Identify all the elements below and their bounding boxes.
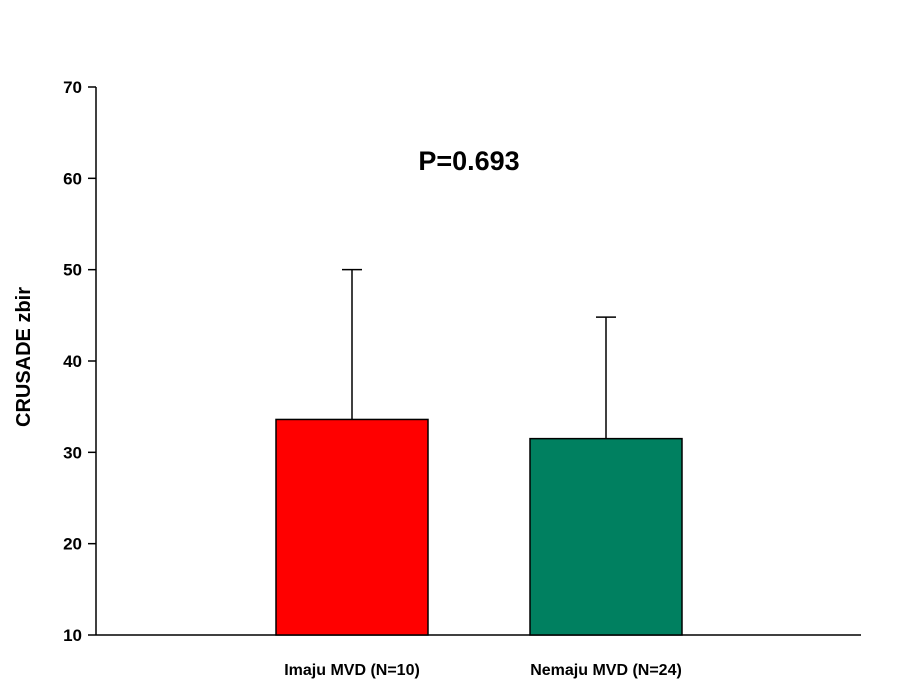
p-value-annotation: P=0.693 <box>418 146 519 176</box>
y-axis-label: CRUSADE zbir <box>13 287 35 427</box>
y-tick-label: 40 <box>63 352 82 371</box>
y-tick-label: 70 <box>63 78 82 97</box>
x-category-label: Imaju MVD (N=10) <box>284 662 420 679</box>
y-tick-label: 30 <box>63 443 82 462</box>
y-tick-label: 50 <box>63 261 82 280</box>
bar <box>275 418 429 636</box>
bar <box>529 437 683 636</box>
y-tick-label: 10 <box>63 626 82 645</box>
plot-area: 10 20 30 40 50 60 70 Imaju MVD (N=10) Nemaju MVD… <box>63 78 861 679</box>
y-tick-label: 20 <box>63 535 82 554</box>
y-tick-label: 60 <box>63 169 82 188</box>
x-category-label: Nemaju MVD (N=24) <box>530 662 682 679</box>
